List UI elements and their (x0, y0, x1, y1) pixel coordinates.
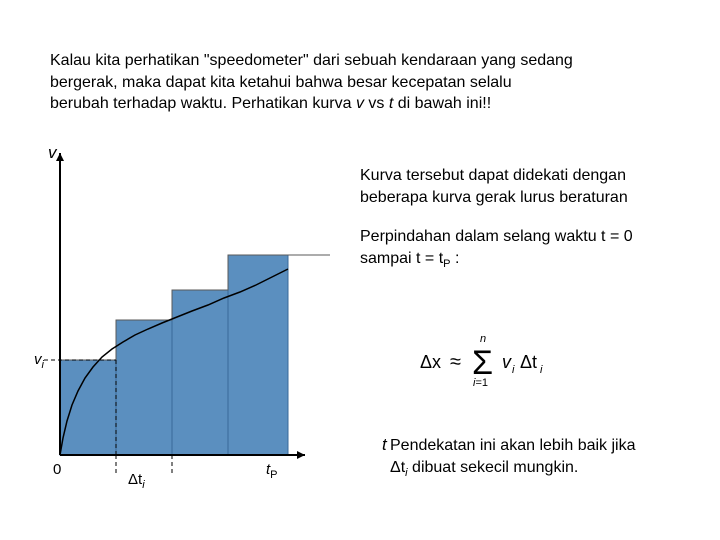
f-dx: Δx (420, 352, 441, 372)
bdt: Δt (390, 459, 405, 476)
right-para-2: Perpindahan dalam selang waktu t = 0 sam… (360, 226, 700, 272)
axis-label-dt: Δti (128, 471, 145, 491)
vi-main: v (34, 351, 42, 368)
intro-line1: Kalau kita perhatikan "speedometer" dari… (50, 52, 573, 69)
f-approx: ≈ (450, 351, 461, 373)
tp-sub: P (270, 469, 277, 481)
intro-line2: bergerak, maka dapat kita ketahui bahwa … (50, 74, 512, 91)
r2e: : (451, 250, 460, 267)
axis-label-t: t (382, 435, 387, 455)
svg-text:i=1: i=1 (473, 377, 488, 389)
bb: dibuat sekecil mungkin. (408, 459, 579, 476)
vi-sub: i (42, 359, 44, 371)
r2c: sampai (360, 250, 416, 267)
r1b: beberapa kurva gerak lurus beraturan (360, 189, 628, 206)
axis-label-zero: 0 (53, 461, 61, 478)
intro-end: di bawah ini!! (393, 95, 491, 112)
r2b: = 0 (606, 228, 633, 245)
intro-line3: berubah terhadap waktu. Perhatikan kurva (50, 95, 356, 112)
bottom-text-block: Pendekatan ini akan lebih baik jika Δti … (390, 435, 700, 481)
svg-text:n: n (480, 333, 486, 345)
velocity-chart: v vi 0 Δti tP t (20, 145, 350, 475)
svg-text:i: i (512, 364, 515, 376)
svg-text:Δx: Δx (420, 352, 441, 372)
axis-label-tp: tP (266, 461, 278, 481)
r2d: = (420, 250, 438, 267)
intro-v: v (356, 95, 364, 112)
svg-text:Δt: Δt (520, 352, 537, 372)
intro-paragraph: Kalau kita perhatikan "speedometer" dari… (50, 50, 670, 115)
svg-text:≈: ≈ (450, 351, 461, 373)
f-dti: i (540, 364, 543, 376)
r2a: Perpindahan dalam selang waktu (360, 228, 601, 245)
r2psub: P (443, 258, 450, 270)
f-upper: n (480, 333, 486, 345)
axis-label-v: v (48, 143, 57, 163)
f-vi: i (512, 364, 515, 376)
formula-svg: Δx ≈ Σ n i=1 v i Δt i (420, 330, 600, 390)
right-text-block: Kurva tersebut dapat didekati dengan beb… (360, 165, 700, 290)
svg-text:i: i (540, 364, 543, 376)
formula: Δx ≈ Σ n i=1 v i Δt i (420, 330, 600, 390)
ba: Pendekatan ini akan lebih baik jika (390, 437, 636, 454)
f-v: v (502, 352, 512, 372)
chart-svg (20, 145, 350, 475)
f-dt: Δt (520, 352, 537, 372)
intro-vs: vs (364, 95, 389, 112)
f-leq: =1 (475, 377, 488, 389)
svg-text:v: v (502, 352, 512, 372)
right-para-1: Kurva tersebut dapat didekati dengan beb… (360, 165, 700, 208)
r1a: Kurva tersebut dapat didekati dengan (360, 167, 626, 184)
dt-sub: i (142, 479, 144, 491)
axis-label-vi: vi (34, 351, 44, 371)
dt-main: Δt (128, 471, 142, 488)
